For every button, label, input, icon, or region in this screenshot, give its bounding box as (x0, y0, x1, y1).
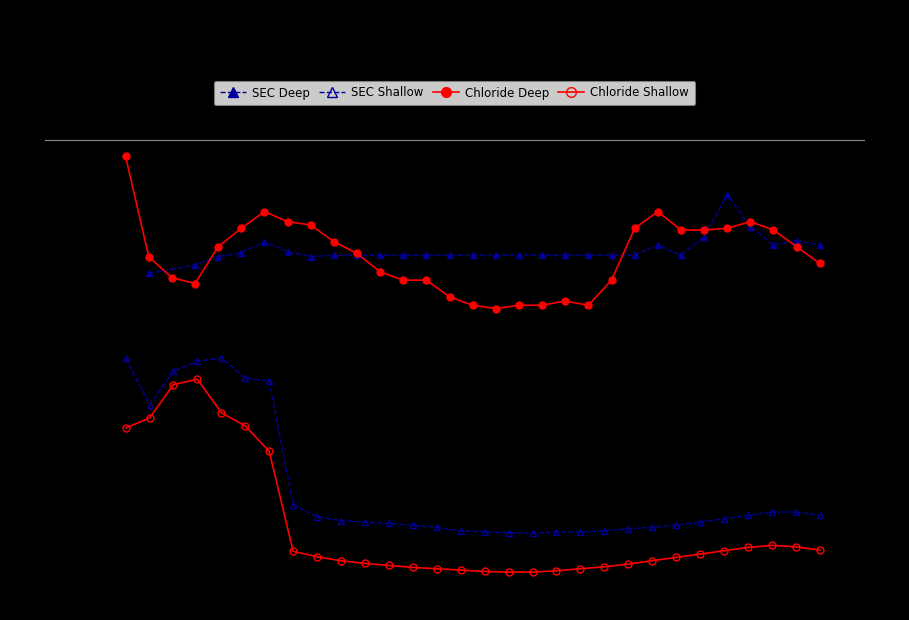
Legend: SEC Deep, SEC Shallow, Chloride Deep, Chloride Shallow: SEC Deep, SEC Shallow, Chloride Deep, Ch… (214, 81, 695, 105)
